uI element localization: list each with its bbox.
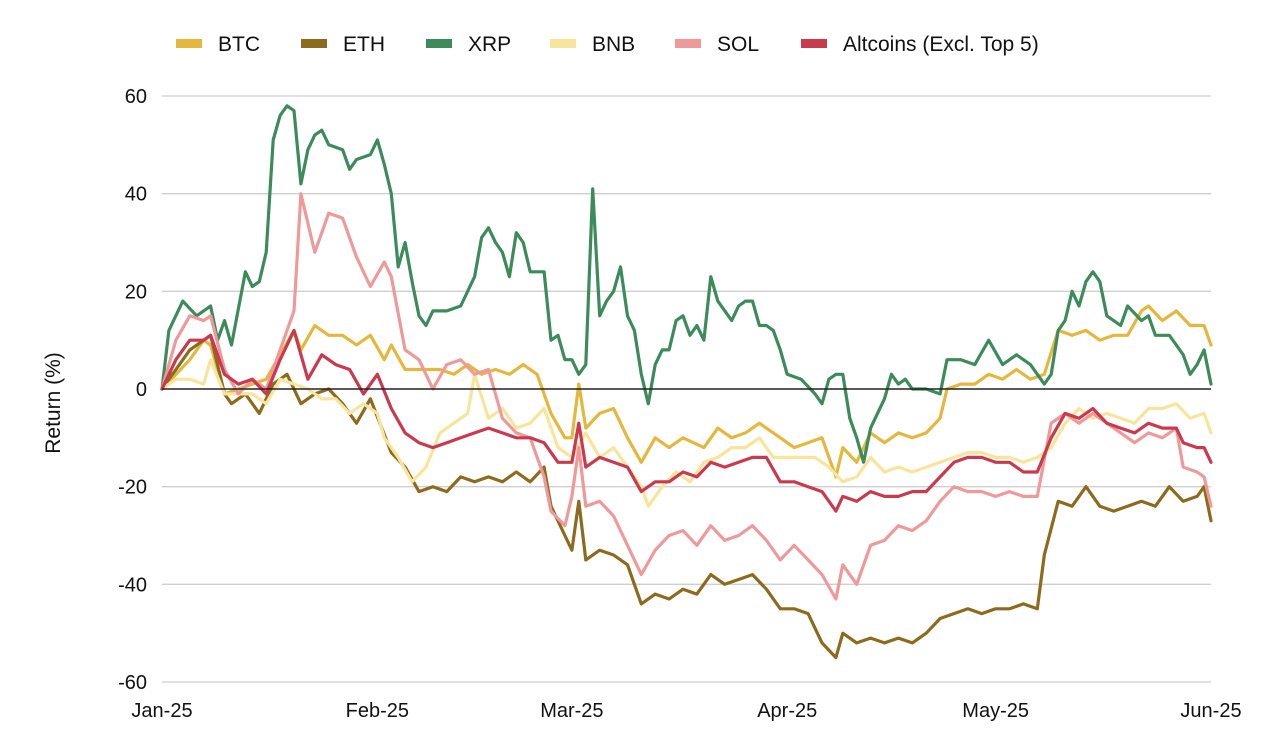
- legend-item-eth: ETH: [301, 33, 385, 56]
- y-axis-title: Return (%): [42, 352, 65, 454]
- legend-item-btc: BTC: [176, 33, 260, 56]
- series-line-bnb: [160, 358, 1213, 508]
- series-line-altcoins-excl-top-5: [160, 328, 1213, 513]
- legend-item-altcoins-excl-top-5: Altcoins (Excl. Top 5): [801, 33, 1039, 56]
- series-line-xrp: [160, 104, 1213, 464]
- legend-swatch: [301, 39, 327, 48]
- legend-swatch: [176, 39, 202, 48]
- y-tick-label: -20: [118, 477, 147, 499]
- series-line-sol: [160, 192, 1213, 601]
- legend-label: SOL: [717, 33, 759, 56]
- y-tick-label: 40: [125, 184, 147, 206]
- legend-label: Altcoins (Excl. Top 5): [843, 33, 1039, 56]
- y-tick-label: 20: [125, 281, 147, 303]
- legend-label: BTC: [218, 33, 260, 56]
- series-lines: [160, 104, 1213, 660]
- legend-label: XRP: [468, 33, 511, 56]
- series-line-btc: [160, 304, 1213, 479]
- x-tick-label: Apr-25: [757, 700, 817, 722]
- y-tick-label: -60: [118, 672, 147, 694]
- y-tick-label: 0: [136, 379, 147, 401]
- y-axis-ticks: 60 40 20 0 -20 -40 -60: [118, 86, 147, 694]
- x-tick-label: May-25: [962, 700, 1029, 722]
- legend: BTC ETH XRP BNB SOL Altcoins (Excl. Top 5): [176, 33, 1039, 56]
- series-line-eth: [160, 333, 1213, 660]
- legend-swatch: [550, 39, 576, 48]
- x-tick-label: Jan-25: [131, 700, 192, 722]
- legend-label: BNB: [592, 33, 635, 56]
- y-tick-label: 60: [125, 86, 147, 108]
- y-tick-label: -40: [118, 574, 147, 596]
- legend-swatch: [801, 39, 827, 48]
- legend-item-xrp: XRP: [426, 33, 511, 56]
- x-tick-label: Mar-25: [540, 700, 603, 722]
- legend-item-bnb: BNB: [550, 33, 635, 56]
- legend-item-sol: SOL: [675, 33, 759, 56]
- legend-label: ETH: [343, 33, 385, 56]
- x-tick-label: Jun-25: [1180, 700, 1241, 722]
- x-tick-label: Feb-25: [346, 700, 409, 722]
- legend-swatch: [675, 39, 701, 48]
- legend-swatch: [426, 39, 452, 48]
- gridlines: [162, 95, 1211, 683]
- x-axis-ticks: Jan-25 Feb-25 Mar-25 Apr-25 May-25 Jun-25: [131, 700, 1241, 722]
